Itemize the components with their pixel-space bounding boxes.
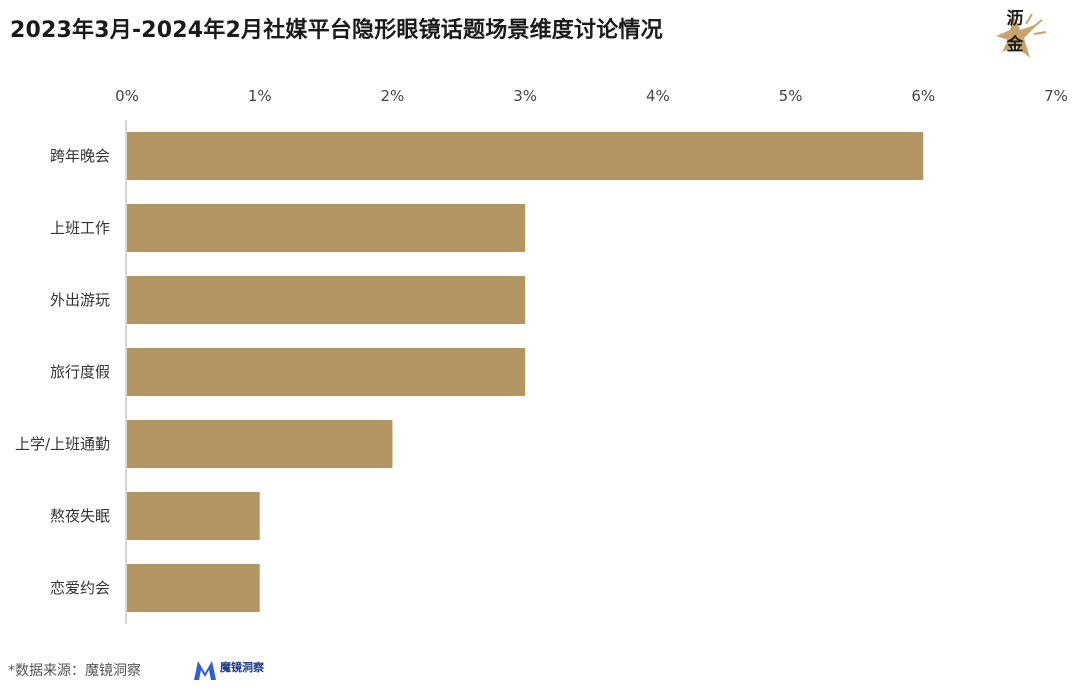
bar bbox=[127, 420, 393, 468]
bar bbox=[127, 564, 260, 612]
bar bbox=[127, 204, 526, 252]
x-tick-label: 5% bbox=[779, 87, 803, 105]
chart-title: 2023年3月-2024年2月社媒平台隐形眼镜话题场景维度讨论情况 bbox=[10, 18, 663, 43]
brand-logo-char-top: 沥 bbox=[1006, 9, 1024, 29]
category-label: 旅行度假 bbox=[50, 363, 110, 381]
footer-logo-name: 魔镜洞察 bbox=[220, 661, 264, 674]
m-letter-logo-icon bbox=[194, 661, 216, 680]
bar bbox=[127, 492, 260, 540]
bar bbox=[127, 348, 526, 396]
bar-chart: 0% 1% 2% 3% 4% 5% 6% 7% 跨年晚会上班工作外出游玩旅行度假上学/上班通勤熬… bbox=[15, 87, 1068, 624]
category-label: 跨年晚会 bbox=[50, 147, 110, 165]
bar bbox=[127, 276, 526, 324]
data-source-note: *数据来源：魔镜洞察 bbox=[8, 663, 141, 679]
category-label: 上班工作 bbox=[50, 219, 110, 237]
category-label: 外出游玩 bbox=[50, 291, 110, 309]
x-tick-label: 0% bbox=[115, 87, 139, 105]
brand-logo-char-bottom: 金 bbox=[1006, 35, 1024, 55]
sparkle-star-icon bbox=[996, 13, 1047, 58]
category-label: 上学/上班通勤 bbox=[15, 435, 110, 453]
category-label: 恋爱约会 bbox=[50, 579, 110, 597]
x-tick-label: 6% bbox=[911, 87, 935, 105]
bar bbox=[127, 132, 924, 180]
x-tick-label: 1% bbox=[248, 87, 272, 105]
category-label: 熬夜失眠 bbox=[50, 507, 110, 525]
x-tick-label: 7% bbox=[1044, 87, 1068, 105]
x-tick-label: 4% bbox=[646, 87, 670, 105]
x-tick-label: 2% bbox=[381, 87, 405, 105]
x-tick-label: 3% bbox=[513, 87, 537, 105]
